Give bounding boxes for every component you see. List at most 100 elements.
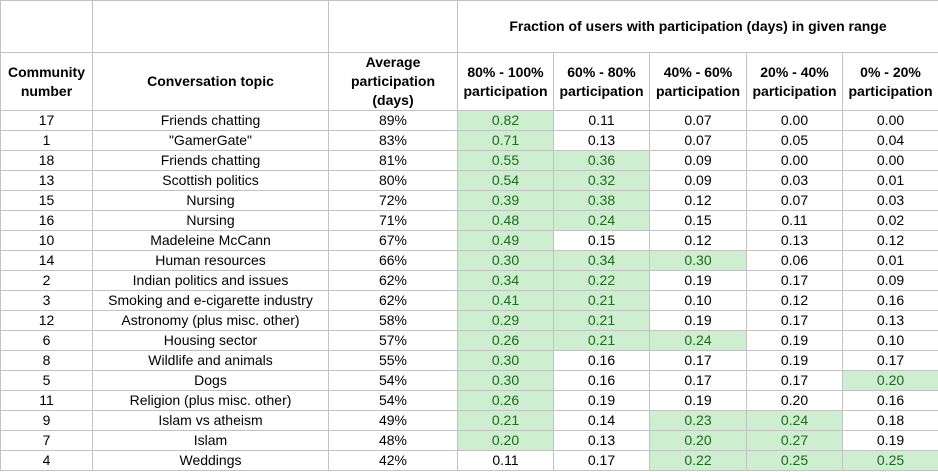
blank-header-cell <box>92 0 329 53</box>
fraction-cell: 0.05 <box>746 130 843 151</box>
fraction-cell: 0.19 <box>746 350 843 371</box>
avg-participation-cell: 83% <box>328 130 458 151</box>
avg-participation-cell: 62% <box>328 290 458 311</box>
fraction-cell: 0.17 <box>553 450 650 471</box>
fraction-cell: 0.10 <box>649 290 747 311</box>
fraction-cell: 0.17 <box>841 350 938 371</box>
table-row: 7 Islam 48% 0.20 0.13 0.20 0.27 0.19 <box>0 430 938 451</box>
table-row: 6 Housing sector 57% 0.26 0.21 0.24 0.19… <box>0 330 938 351</box>
fraction-cell: 0.12 <box>649 190 747 211</box>
topic-cell: Weddings <box>92 450 329 471</box>
fraction-cell: 0.09 <box>649 170 747 191</box>
topic-cell: Religion (plus misc. other) <box>92 390 329 411</box>
community-number-cell: 10 <box>0 230 93 251</box>
fraction-cell: 0.09 <box>841 270 938 291</box>
group-header-row: Fraction of users with participation (da… <box>0 0 938 53</box>
fraction-cell: 0.38 <box>553 190 650 211</box>
avg-participation-cell: 72% <box>328 190 458 211</box>
fraction-cell: 0.17 <box>649 350 747 371</box>
community-number-cell: 2 <box>0 270 93 291</box>
fraction-cell: 0.13 <box>553 430 650 451</box>
community-number-cell: 1 <box>0 130 93 151</box>
fraction-cell: 0.20 <box>841 370 938 391</box>
avg-participation-cell: 58% <box>328 310 458 331</box>
fraction-cell: 0.06 <box>746 250 843 271</box>
avg-participation-cell: 55% <box>328 350 458 371</box>
fraction-cell: 0.21 <box>457 410 554 431</box>
table-row: 17 Friends chatting 89% 0.82 0.11 0.07 0… <box>0 110 938 131</box>
community-number-cell: 17 <box>0 110 93 131</box>
fraction-cell: 0.19 <box>553 390 650 411</box>
community-number-cell: 12 <box>0 310 93 331</box>
topic-cell: Astronomy (plus misc. other) <box>92 310 329 331</box>
fraction-cell: 0.16 <box>841 390 938 411</box>
avg-participation-cell: 48% <box>328 430 458 451</box>
fraction-cell: 0.48 <box>457 210 554 231</box>
community-number-cell: 16 <box>0 210 93 231</box>
fraction-cell: 0.54 <box>457 170 554 191</box>
fraction-cell: 0.16 <box>841 290 938 311</box>
table-row: 5 Dogs 54% 0.30 0.16 0.17 0.17 0.20 <box>0 370 938 391</box>
fraction-cell: 0.17 <box>746 270 843 291</box>
avg-participation-cell: 80% <box>328 170 458 191</box>
fraction-cell: 0.17 <box>746 310 843 331</box>
fraction-cell: 0.01 <box>841 170 938 191</box>
topic-cell: Scottish politics <box>92 170 329 191</box>
fraction-cell: 0.32 <box>553 170 650 191</box>
fraction-cell: 0.19 <box>841 430 938 451</box>
blank-header-cell <box>328 0 458 53</box>
table-row: 12 Astronomy (plus misc. other) 58% 0.29… <box>0 310 938 331</box>
fraction-cell: 0.30 <box>457 350 554 371</box>
avg-participation-cell: 89% <box>328 110 458 131</box>
avg-participation-cell: 66% <box>328 250 458 271</box>
column-header-range-20-40: 20% - 40% participation <box>746 52 843 111</box>
fraction-cell: 0.03 <box>841 190 938 211</box>
fraction-cell: 0.00 <box>841 150 938 171</box>
fraction-cell: 0.24 <box>553 210 650 231</box>
fraction-cell: 0.17 <box>746 370 843 391</box>
topic-cell: Indian politics and issues <box>92 270 329 291</box>
column-header-range-60-80: 60% - 80% participation <box>553 52 650 111</box>
avg-participation-cell: 49% <box>328 410 458 431</box>
avg-participation-cell: 71% <box>328 210 458 231</box>
avg-participation-cell: 54% <box>328 390 458 411</box>
fraction-cell: 0.17 <box>649 370 747 391</box>
fraction-cell: 0.10 <box>841 330 938 351</box>
fraction-cell: 0.26 <box>457 330 554 351</box>
fraction-cell: 0.18 <box>841 410 938 431</box>
fraction-cell: 0.24 <box>746 410 843 431</box>
fraction-cell: 0.13 <box>553 130 650 151</box>
fraction-cell: 0.22 <box>553 270 650 291</box>
fraction-cell: 0.29 <box>457 310 554 331</box>
topic-cell: Friends chatting <box>92 110 329 131</box>
fraction-cell: 0.01 <box>841 250 938 271</box>
community-number-cell: 5 <box>0 370 93 391</box>
fraction-cell: 0.27 <box>746 430 843 451</box>
fraction-group-header: Fraction of users with participation (da… <box>456 0 938 53</box>
fraction-cell: 0.20 <box>457 430 554 451</box>
table-row: 13 Scottish politics 80% 0.54 0.32 0.09 … <box>0 170 938 191</box>
fraction-cell: 0.49 <box>457 230 554 251</box>
community-number-cell: 13 <box>0 170 93 191</box>
fraction-cell: 0.71 <box>457 130 554 151</box>
avg-participation-cell: 67% <box>328 230 458 251</box>
blank-header-cell <box>0 0 93 53</box>
table-body: 17 Friends chatting 89% 0.82 0.11 0.07 0… <box>0 110 938 471</box>
table-row: 10 Madeleine McCann 67% 0.49 0.15 0.12 0… <box>0 230 938 251</box>
fraction-cell: 0.02 <box>841 210 938 231</box>
column-header-conversation-topic: Conversation topic <box>92 52 329 111</box>
avg-participation-cell: 42% <box>328 450 458 471</box>
community-number-cell: 11 <box>0 390 93 411</box>
fraction-cell: 0.25 <box>746 450 843 471</box>
fraction-cell: 0.19 <box>649 390 747 411</box>
fraction-cell: 0.21 <box>553 330 650 351</box>
topic-cell: Smoking and e-cigarette industry <box>92 290 329 311</box>
fraction-cell: 0.00 <box>746 150 843 171</box>
topic-cell: Human resources <box>92 250 329 271</box>
fraction-cell: 0.15 <box>649 210 747 231</box>
community-number-cell: 8 <box>0 350 93 371</box>
fraction-cell: 0.25 <box>841 450 938 471</box>
fraction-cell: 0.22 <box>649 450 747 471</box>
fraction-cell: 0.12 <box>841 230 938 251</box>
avg-participation-cell: 81% <box>328 150 458 171</box>
